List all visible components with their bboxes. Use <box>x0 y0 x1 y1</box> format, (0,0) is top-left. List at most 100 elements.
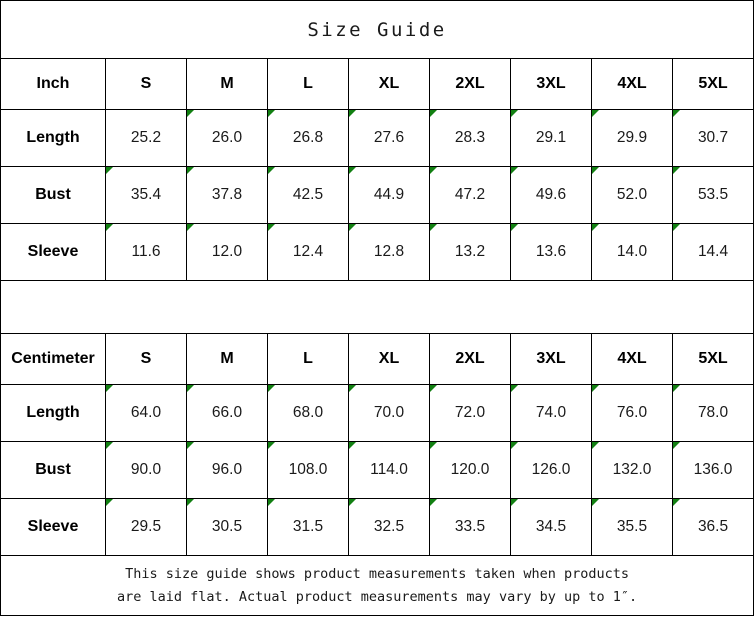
cell-inch-length-xl: 27.6 <box>348 109 430 167</box>
cell-cm-sleeve-3xl: 34.5 <box>510 498 592 556</box>
comment-marker-icon <box>511 499 518 506</box>
comment-marker-icon <box>268 442 275 449</box>
cell-inch-bust-4xl: 52.0 <box>591 166 673 224</box>
cell-value: 136.0 <box>693 461 733 478</box>
cell-inch-bust-s: 35.4 <box>105 166 187 224</box>
comment-marker-icon <box>673 385 680 392</box>
cell-value: 31.5 <box>292 518 324 535</box>
comment-marker-icon <box>673 442 680 449</box>
cell-value: 53.5 <box>697 186 729 203</box>
cell-inch-sleeve-s: 11.6 <box>105 223 187 281</box>
cell-value: 120.0 <box>450 461 490 478</box>
comment-marker-icon <box>592 167 599 174</box>
cell-value: 25.2 <box>130 129 162 146</box>
cell-value: 29.1 <box>535 129 567 146</box>
cell-value: 132.0 <box>612 461 652 478</box>
comment-marker-icon <box>430 499 437 506</box>
cell-cm-length-5xl: 78.0 <box>671 384 754 442</box>
size-header-cm-xl: XL <box>348 333 430 385</box>
cell-value: 35.4 <box>130 186 162 203</box>
comment-marker-icon <box>268 385 275 392</box>
comment-marker-icon <box>268 224 275 231</box>
cell-inch-bust-m: 37.8 <box>186 166 268 224</box>
cell-value: 42.5 <box>292 186 324 203</box>
cell-inch-sleeve-l: 12.4 <box>267 223 349 281</box>
cell-value: 47.2 <box>454 186 486 203</box>
cell-value: 35.5 <box>616 518 648 535</box>
cell-cm-length-3xl: 74.0 <box>510 384 592 442</box>
cell-cm-bust-3xl: 126.0 <box>510 441 592 499</box>
cell-cm-length-2xl: 72.0 <box>429 384 511 442</box>
cell-value: 13.6 <box>535 243 567 260</box>
comment-marker-icon <box>592 442 599 449</box>
size-header-cm-s: S <box>105 333 187 385</box>
cell-value: 11.6 <box>131 243 161 260</box>
cell-inch-length-5xl: 30.7 <box>671 109 754 167</box>
comment-marker-icon <box>511 385 518 392</box>
cell-cm-bust-s: 90.0 <box>105 441 187 499</box>
cell-value: 14.0 <box>616 243 648 260</box>
cell-value: 114.0 <box>370 461 408 478</box>
cell-cm-sleeve-l: 31.5 <box>267 498 349 556</box>
comment-marker-icon <box>430 442 437 449</box>
cell-value: 70.0 <box>373 404 405 421</box>
cell-cm-sleeve-2xl: 33.5 <box>429 498 511 556</box>
centimeter-unit-header: Centimeter <box>0 333 106 385</box>
centimeter-header-row: Centimeter S M L XL 2XL 3XL 4XL 5XL <box>0 333 754 385</box>
comment-marker-icon <box>592 224 599 231</box>
table-row: Length 64.0 66.0 68.0 70.0 72.0 74.0 76.… <box>0 384 754 442</box>
table-row: Bust 35.4 37.8 42.5 44.9 47.2 49.6 52.0 … <box>0 166 754 224</box>
row-label-length-inch: Length <box>0 109 106 167</box>
comment-marker-icon <box>349 224 356 231</box>
row-label-length-cm: Length <box>0 384 106 442</box>
size-header-xl: XL <box>348 58 430 110</box>
comment-marker-icon <box>268 499 275 506</box>
cell-value: 27.6 <box>373 129 405 146</box>
cell-inch-length-2xl: 28.3 <box>429 109 511 167</box>
cell-value: 28.3 <box>454 129 486 146</box>
cell-value: 30.5 <box>211 518 243 535</box>
table-spacer-row <box>0 280 754 334</box>
comment-marker-icon <box>430 110 437 117</box>
cell-inch-length-4xl: 29.9 <box>591 109 673 167</box>
cell-inch-bust-3xl: 49.6 <box>510 166 592 224</box>
cell-inch-bust-5xl: 53.5 <box>671 166 754 224</box>
cell-value: 12.8 <box>373 243 405 260</box>
cell-value: 44.9 <box>373 186 405 203</box>
size-header-2xl: 2XL <box>429 58 511 110</box>
cell-inch-sleeve-2xl: 13.2 <box>429 223 511 281</box>
cell-inch-bust-l: 42.5 <box>267 166 349 224</box>
cell-value: 14.4 <box>697 243 729 260</box>
comment-marker-icon <box>349 442 356 449</box>
size-guide-note: This size guide shows product measuremen… <box>0 555 754 616</box>
size-header-cm-m: M <box>186 333 268 385</box>
comment-marker-icon <box>106 385 113 392</box>
comment-marker-icon <box>430 167 437 174</box>
cell-value: 36.5 <box>697 518 729 535</box>
cell-value: 52.0 <box>616 186 648 203</box>
comment-marker-icon <box>106 224 113 231</box>
comment-marker-icon <box>349 499 356 506</box>
cell-value: 33.5 <box>454 518 486 535</box>
cell-cm-length-s: 64.0 <box>105 384 187 442</box>
comment-marker-icon <box>187 110 194 117</box>
cell-cm-bust-m: 96.0 <box>186 441 268 499</box>
cell-value: 29.5 <box>130 518 162 535</box>
comment-marker-icon <box>106 167 113 174</box>
row-label-sleeve-cm: Sleeve <box>0 498 106 556</box>
cell-value: 49.6 <box>535 186 567 203</box>
cell-cm-sleeve-xl: 32.5 <box>348 498 430 556</box>
cell-value: 90.0 <box>130 461 162 478</box>
cell-value: 32.5 <box>373 518 405 535</box>
comment-marker-icon <box>511 442 518 449</box>
table-row: Length 25.2 26.0 26.8 27.6 28.3 29.1 29.… <box>0 109 754 167</box>
cell-inch-length-s: 25.2 <box>105 109 187 167</box>
cell-value: 37.8 <box>211 186 243 203</box>
size-header-4xl: 4XL <box>591 58 673 110</box>
comment-marker-icon <box>349 110 356 117</box>
comment-marker-icon <box>673 499 680 506</box>
cell-value: 66.0 <box>211 404 243 421</box>
cell-cm-bust-4xl: 132.0 <box>591 441 673 499</box>
cell-cm-sleeve-5xl: 36.5 <box>671 498 754 556</box>
